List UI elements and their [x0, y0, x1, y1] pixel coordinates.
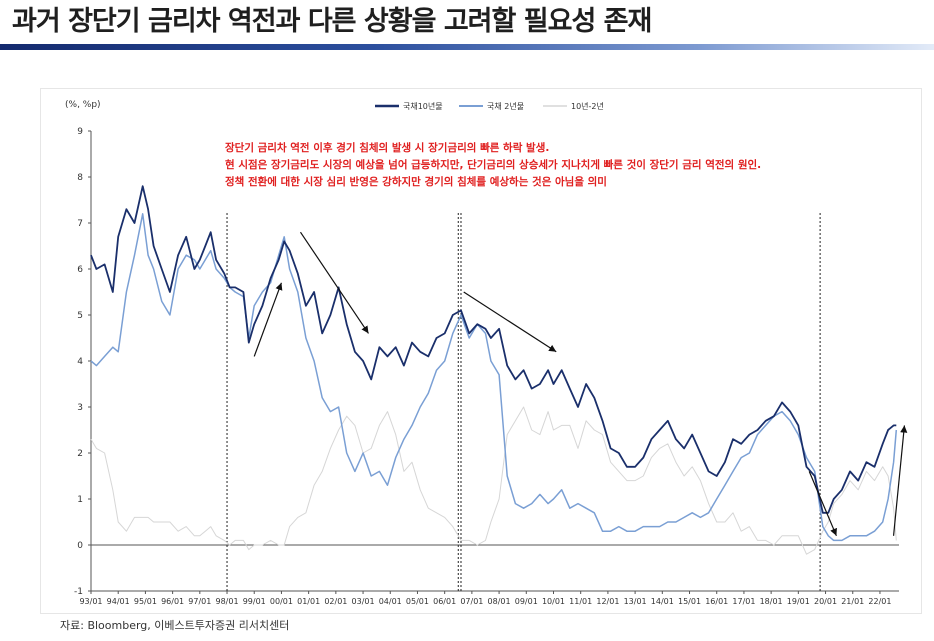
x-tick-label: 19/01	[787, 597, 810, 606]
x-tick-label: 11/01	[569, 597, 592, 606]
x-tick-label: 94/01	[107, 597, 130, 606]
x-tick-label: 10/01	[542, 597, 565, 606]
x-tick-label: 20/01	[814, 597, 837, 606]
x-tick-label: 14/01	[651, 597, 674, 606]
y-axis: -1 0 1 2 3 4 5 6 7 8 9	[74, 127, 92, 597]
series-lines	[90, 185, 898, 555]
x-tick-label: 08/01	[488, 597, 511, 606]
annotation-line-1: 장단기 금리차 역전 이후 경기 침체의 발생 시 장기금리의 빠른 하락 발생…	[225, 141, 549, 154]
line-chart: (%, %p) 국채10년물 국채 2년물 10년-2년 -1 0 1 2 3 4 5 6 7 8…	[65, 100, 908, 606]
trend-arrow	[299, 231, 369, 334]
x-tick-label: 01/01	[297, 597, 320, 606]
y-tick-label: 8	[77, 173, 83, 183]
x-tick-label: 12/01	[596, 597, 619, 606]
x-tick-label: 17/01	[732, 597, 755, 606]
series-line-10y	[90, 185, 897, 514]
x-tick-label: 15/01	[678, 597, 701, 606]
x-tick-label: 22/01	[868, 597, 891, 606]
page-title: 과거 장단기 금리차 역전과 다른 상황을 고려할 필요성 존재	[12, 6, 652, 37]
x-tick-label: 09/01	[515, 597, 538, 606]
legend-label-spread: 10년-2년	[571, 101, 604, 111]
x-tick-label: 97/01	[188, 597, 211, 606]
y-tick-label: 3	[77, 403, 83, 413]
x-tick-label: 00/01	[270, 597, 293, 606]
trend-arrow	[892, 425, 908, 536]
y-tick-label: 1	[77, 495, 83, 505]
y-tick-label: 5	[77, 311, 83, 321]
y-tick-label: 7	[77, 219, 83, 229]
x-tick-label: 95/01	[134, 597, 157, 606]
y-tick-label: 9	[77, 127, 83, 137]
legend-label-10y: 국채10년물	[403, 101, 443, 111]
x-tick-label: 03/01	[352, 597, 375, 606]
legend: 국채10년물 국채 2년물 10년-2년	[375, 101, 604, 111]
x-tick-label: 96/01	[161, 597, 184, 606]
x-tick-label: 18/01	[760, 597, 783, 606]
x-tick-label: 21/01	[841, 597, 864, 606]
unit-label: (%, %p)	[65, 100, 101, 110]
vertical-marker-lines	[226, 213, 821, 591]
y-tick-label: 2	[77, 449, 83, 459]
source-note: 자료: Bloomberg, 이베스트투자증권 리서치센터	[60, 619, 290, 632]
y-tick-label: 0	[77, 541, 83, 551]
trend-arrow	[808, 471, 837, 537]
chart-panel: (%, %p) 국채10년물 국채 2년물 10년-2년 -1 0 1 2 3 4 5 6 7 8…	[40, 88, 922, 614]
series-line-spread	[90, 406, 897, 555]
x-tick-label: 02/01	[324, 597, 347, 606]
title-underline-bar	[0, 44, 934, 50]
x-tick-label: 04/01	[379, 597, 402, 606]
x-tick-label: 07/01	[460, 597, 483, 606]
x-tick-label: 16/01	[705, 597, 728, 606]
legend-label-2y: 국채 2년물	[487, 101, 524, 111]
trend-arrows	[253, 231, 908, 537]
x-tick-label: 05/01	[406, 597, 429, 606]
x-tick-label: 99/01	[243, 597, 266, 606]
y-tick-label: -1	[74, 587, 83, 597]
y-tick-label: 4	[77, 357, 83, 367]
y-tick-label: 6	[77, 265, 83, 275]
x-tick-label: 98/01	[215, 597, 238, 606]
x-axis: 93/01 94/01 95/01 96/01 97/01 98/01 99/01 00/01…	[79, 544, 899, 606]
x-tick-label: 13/01	[624, 597, 647, 606]
x-tick-label: 93/01	[79, 597, 102, 606]
trend-arrow	[253, 282, 283, 357]
trend-arrow	[463, 291, 557, 353]
annotation-line-3: 정책 전환에 대한 시장 심리 반영은 강하지만 경기의 침체를 예상하는 것은…	[225, 175, 607, 188]
annotation-line-2: 현 시점은 장기금리도 시장의 예상을 넘어 급등하지만, 단기금리의 상승세가…	[225, 158, 761, 171]
x-tick-label: 06/01	[433, 597, 456, 606]
series-line-2y	[90, 213, 898, 542]
annotation-text: 장단기 금리차 역전 이후 경기 침체의 발생 시 장기금리의 빠른 하락 발생…	[225, 141, 761, 188]
